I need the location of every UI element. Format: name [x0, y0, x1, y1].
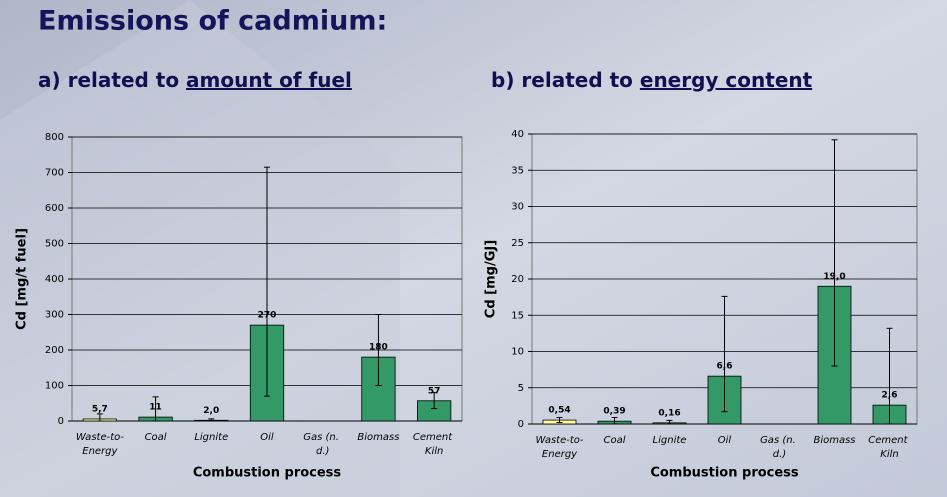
background-shape — [0, 0, 400, 497]
y-tick-label: 700 — [45, 168, 64, 179]
chart-title-emphasis: energy content — [640, 68, 813, 92]
x-tick-label: Oil — [718, 435, 732, 446]
x-tick-label: Lignite — [194, 432, 228, 443]
y-tick-label: 600 — [45, 203, 64, 214]
x-tick-label: Gas (n. d.) — [760, 435, 799, 460]
data-label: 5,7 — [92, 404, 108, 414]
y-tick-label: 20 — [511, 274, 524, 285]
x-tick-label-line: Cement — [868, 435, 910, 446]
data-label: 2,6 — [882, 391, 898, 401]
x-tick-label: Lignite — [653, 435, 687, 446]
chart-title-text: a) related to — [38, 68, 186, 92]
x-tick-label: Coal — [145, 432, 167, 443]
x-tick-label-line: Oil — [718, 435, 732, 446]
y-tick-label: 300 — [45, 310, 64, 321]
y-tick-label: 0 — [58, 416, 64, 427]
chart-title: a) related to amount of fuel — [38, 68, 352, 92]
chart-title-emphasis: amount of fuel — [186, 68, 352, 92]
y-tick-label: 800 — [45, 132, 64, 143]
data-label: 57 — [428, 386, 441, 396]
data-label: 180 — [369, 343, 388, 353]
data-label: 11 — [149, 403, 162, 413]
y-tick-label: 5 — [518, 383, 524, 394]
x-tick-label-line: Coal — [603, 435, 625, 446]
x-tick-label-line: Biomass — [357, 432, 399, 443]
x-tick-label-line: Gas (n. — [303, 432, 342, 443]
x-tick-label-line: Coal — [145, 432, 167, 443]
x-tick-label: Waste-to- Energy — [76, 432, 124, 457]
x-tick-label-line: Energy — [542, 449, 578, 460]
x-tick-label-line: Energy — [82, 446, 118, 457]
data-label: 6,6 — [717, 362, 733, 372]
data-label: 2,0 — [203, 406, 219, 416]
x-tick-label-line: d.) — [316, 446, 329, 457]
x-tick-label: Cement Kiln — [413, 432, 455, 457]
y-tick-label: 30 — [511, 202, 524, 213]
y-tick-label: 0 — [518, 419, 524, 430]
data-label: 0,39 — [603, 407, 625, 417]
x-tick-label-line: Oil — [260, 432, 274, 443]
y-tick-label: 100 — [45, 381, 64, 392]
x-tick-label: Coal — [603, 435, 625, 446]
x-tick-label: Biomass — [357, 432, 399, 443]
x-tick-label: Cement Kiln — [868, 435, 910, 460]
y-axis-label: Cd [mg/GJ] — [484, 240, 499, 318]
y-axis-label: Cd [mg/t fuel] — [15, 228, 30, 330]
y-tick-label: 40 — [511, 129, 524, 140]
x-tick-label-line: Biomass — [813, 435, 855, 446]
data-label: 0,16 — [658, 408, 680, 418]
y-tick-label: 500 — [45, 239, 64, 250]
x-tick-label: Waste-to- Energy — [535, 435, 583, 460]
x-tick-label: Gas (n. d.) — [303, 432, 342, 457]
data-label: 19,0 — [823, 272, 845, 282]
y-tick-label: 25 — [511, 238, 524, 249]
y-tick-label: 200 — [45, 345, 64, 356]
x-tick-label: Oil — [260, 432, 274, 443]
data-label: 270 — [258, 311, 277, 321]
x-tick-label-line: Waste-to- — [76, 432, 124, 443]
x-tick-label-line: Waste-to- — [535, 435, 583, 446]
x-tick-label-line: Lignite — [194, 432, 228, 443]
y-tick-label: 400 — [45, 274, 64, 285]
chart-title: b) related to energy content — [491, 68, 813, 92]
y-tick-label: 35 — [511, 165, 524, 176]
x-axis-label: Combustion process — [193, 466, 342, 481]
x-tick-label-line: Cement — [413, 432, 455, 443]
x-axis-label: Combustion process — [650, 466, 799, 481]
x-tick-label-line: Gas (n. — [760, 435, 799, 446]
slide-title: Emissions of cadmium: — [38, 6, 387, 37]
x-tick-label-line: Kiln — [425, 446, 443, 457]
y-tick-label: 15 — [511, 310, 524, 321]
x-tick-label-line: Lignite — [653, 435, 687, 446]
chart-title-text: b) related to — [491, 68, 640, 92]
y-tick-label: 10 — [511, 347, 524, 358]
x-tick-label: Biomass — [813, 435, 855, 446]
x-tick-label-line: d.) — [773, 449, 786, 460]
x-tick-label-line: Kiln — [880, 449, 898, 460]
data-label: 0,54 — [548, 406, 570, 416]
